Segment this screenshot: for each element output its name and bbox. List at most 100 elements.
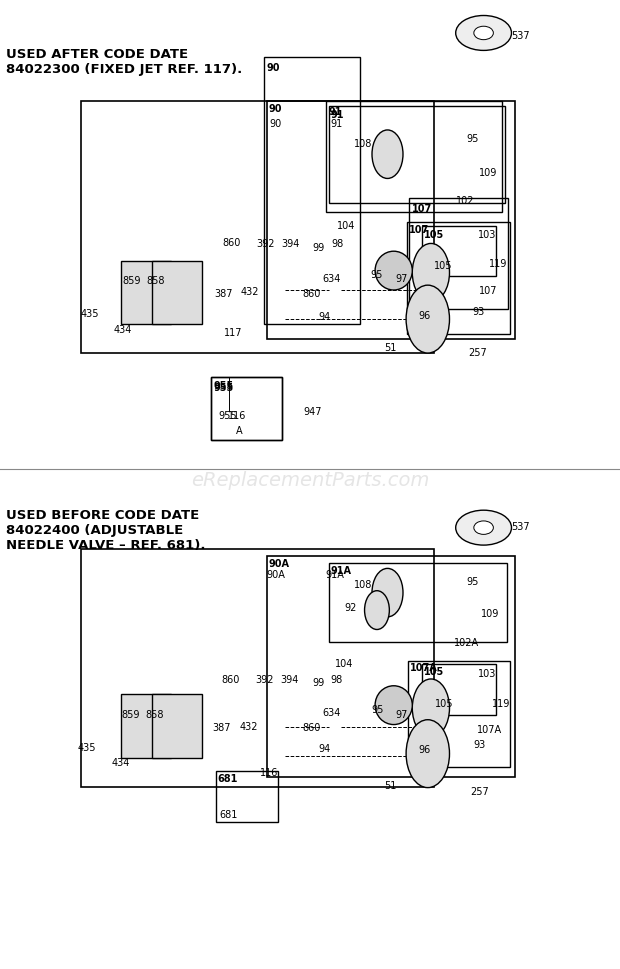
Text: 107: 107: [479, 286, 497, 296]
Text: 91A: 91A: [326, 570, 344, 579]
Text: 257: 257: [470, 786, 489, 796]
Bar: [121, 695, 170, 758]
Text: 387: 387: [214, 289, 232, 298]
Text: 108: 108: [353, 579, 372, 589]
Text: 394: 394: [281, 239, 299, 249]
Text: 105: 105: [434, 261, 453, 270]
Text: 51: 51: [384, 780, 397, 790]
Text: 257: 257: [468, 348, 487, 358]
Text: 102A: 102A: [454, 638, 479, 647]
Text: 94: 94: [319, 312, 331, 322]
Bar: [81, 102, 434, 354]
Text: 681: 681: [218, 773, 238, 783]
Text: 859: 859: [121, 709, 140, 719]
Text: 94: 94: [319, 743, 331, 753]
Bar: [81, 549, 434, 787]
Bar: [407, 223, 510, 334]
Text: 93: 93: [472, 307, 485, 317]
Text: 90: 90: [268, 104, 282, 113]
Text: 435: 435: [81, 309, 99, 319]
Ellipse shape: [474, 27, 494, 41]
Text: 392: 392: [255, 674, 274, 684]
Text: 97: 97: [396, 709, 408, 719]
Text: 99: 99: [312, 243, 325, 253]
Text: A: A: [236, 425, 242, 435]
Text: 90A: 90A: [267, 570, 285, 579]
Text: 95: 95: [466, 134, 479, 143]
Text: 537: 537: [512, 31, 530, 41]
Circle shape: [412, 679, 450, 737]
Text: 105: 105: [423, 667, 444, 676]
Bar: [211, 378, 282, 441]
Text: 98: 98: [332, 239, 344, 249]
Text: 860: 860: [221, 674, 240, 684]
Text: 434: 434: [113, 325, 132, 334]
Text: 537: 537: [512, 521, 530, 531]
Text: 99: 99: [312, 677, 324, 687]
Text: 634: 634: [322, 274, 341, 284]
Circle shape: [372, 131, 403, 179]
Bar: [422, 665, 496, 715]
Text: USED BEFORE CODE DATE
84022400 (ADJUSTABLE
NEEDLE VALVE – REF. 681).: USED BEFORE CODE DATE 84022400 (ADJUSTAB…: [6, 509, 206, 551]
Text: 107: 107: [409, 225, 430, 234]
Circle shape: [372, 569, 403, 617]
Text: 392: 392: [256, 239, 275, 249]
Text: 432: 432: [240, 722, 259, 732]
Circle shape: [406, 720, 450, 788]
Text: 119: 119: [492, 699, 510, 708]
Bar: [422, 227, 496, 277]
Text: 98: 98: [330, 674, 343, 684]
Text: 107: 107: [412, 203, 433, 213]
Text: 97: 97: [395, 274, 407, 284]
Bar: [264, 58, 360, 325]
Ellipse shape: [456, 16, 512, 51]
Text: 103: 103: [477, 230, 496, 239]
Text: 108: 108: [353, 139, 372, 148]
Bar: [267, 556, 515, 777]
Text: eReplacementParts.com: eReplacementParts.com: [191, 470, 429, 489]
Text: 107A: 107A: [410, 663, 438, 672]
Text: 387: 387: [213, 723, 231, 733]
Text: 107A: 107A: [477, 725, 502, 735]
Text: 858: 858: [146, 709, 164, 719]
Text: 117: 117: [224, 328, 242, 337]
Text: 109: 109: [480, 609, 499, 618]
Text: 51: 51: [384, 343, 397, 353]
Text: 116: 116: [260, 767, 278, 777]
Text: 105: 105: [435, 699, 453, 708]
Text: 93: 93: [473, 739, 485, 749]
Text: 95: 95: [371, 704, 384, 714]
Bar: [326, 102, 502, 213]
Text: 91: 91: [330, 109, 344, 119]
Text: 116: 116: [228, 411, 247, 421]
Text: 95: 95: [467, 577, 479, 586]
Ellipse shape: [375, 686, 412, 725]
Bar: [329, 563, 507, 642]
Text: 947: 947: [303, 407, 322, 417]
Text: 109: 109: [479, 168, 497, 177]
Text: 91: 91: [329, 107, 342, 116]
Text: 92: 92: [345, 603, 357, 612]
Text: 119: 119: [489, 259, 507, 268]
Text: 96: 96: [418, 744, 430, 754]
Text: 955: 955: [218, 411, 237, 421]
Bar: [121, 262, 170, 325]
Text: 91: 91: [330, 119, 343, 129]
Text: 103: 103: [478, 669, 497, 678]
Text: 858: 858: [146, 276, 165, 286]
Text: 434: 434: [111, 758, 130, 767]
Circle shape: [365, 591, 389, 630]
Ellipse shape: [375, 252, 412, 291]
Text: 955: 955: [214, 383, 234, 392]
Circle shape: [412, 244, 450, 302]
Bar: [267, 102, 515, 339]
Text: 860: 860: [302, 723, 321, 733]
Text: 634: 634: [322, 707, 341, 717]
Text: 860: 860: [222, 238, 241, 248]
Text: 105: 105: [423, 230, 444, 239]
Circle shape: [406, 286, 450, 354]
Bar: [409, 199, 508, 310]
Text: 681: 681: [219, 809, 237, 819]
Text: 859: 859: [122, 276, 141, 286]
Text: 91A: 91A: [330, 565, 352, 575]
